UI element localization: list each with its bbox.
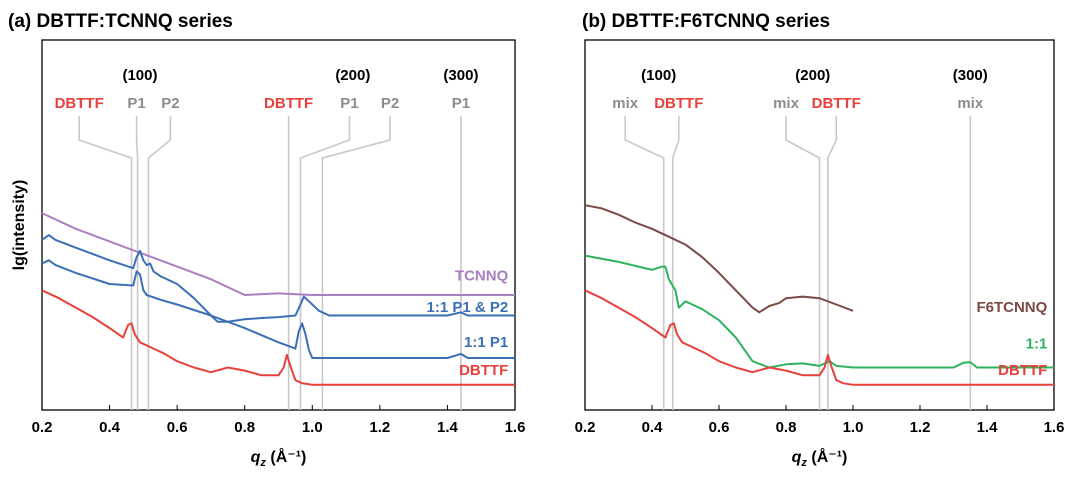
peak-guide-line (147, 116, 172, 410)
series-line (584, 204, 854, 314)
peak-label: mix (957, 95, 984, 112)
x-axis-label-unit: (Å⁻¹) (266, 447, 306, 466)
x-axis-label-q: q (251, 449, 261, 466)
x-tick-label: 1.6 (505, 419, 526, 436)
x-tick-label: 0.2 (32, 419, 53, 436)
series-line (41, 234, 515, 323)
x-tick-label: 1.4 (437, 419, 459, 436)
x-tick-label: 1.0 (843, 419, 864, 436)
order-label: (200) (795, 67, 830, 84)
x-axis-label-q: q (792, 449, 802, 466)
order-label: (100) (641, 67, 676, 84)
series-line (41, 259, 515, 359)
x-axis-label: qz (Å⁻¹) (251, 447, 307, 469)
peak-label: DBTTF (812, 95, 861, 112)
x-tick-label: 0.8 (234, 419, 255, 436)
x-tick-label: 0.6 (709, 419, 730, 436)
y-axis-label: lg(intensity) (11, 180, 28, 271)
series-line (41, 212, 515, 296)
x-tick-label: 1.6 (1044, 419, 1065, 436)
peak-label: mix (612, 95, 639, 112)
peak-label: DBTTF (55, 95, 104, 112)
x-tick-label: 0.4 (642, 419, 664, 436)
series-line (584, 289, 1054, 386)
x-tick-label: 1.2 (369, 419, 390, 436)
peak-guide-line (671, 116, 680, 410)
peak-guide-line (78, 116, 133, 410)
panel-title: (b) DBTTF:F6TCNNQ series (582, 11, 830, 32)
series-label: F6TCNNQ (976, 299, 1047, 316)
peak-label: P2 (381, 95, 399, 112)
series-line (584, 254, 1054, 369)
plot-frame (41, 39, 516, 411)
series-label: DBTTF (998, 362, 1047, 379)
order-label: (100) (122, 67, 157, 84)
peak-label: DBTTF (264, 95, 313, 112)
series-label: 1:1 P1 (464, 334, 508, 351)
x-tick-label: 1.2 (910, 419, 931, 436)
x-axis-label-sub: z (259, 457, 266, 469)
peak-guide-line (785, 116, 821, 410)
peak-label: DBTTF (654, 95, 703, 112)
order-label: (200) (335, 67, 370, 84)
x-axis-label-sub: z (800, 457, 807, 469)
series-label: 1:1 (1026, 335, 1048, 352)
peak-guide-line (624, 116, 665, 410)
x-tick-label: 0.4 (99, 419, 121, 436)
peak-guide-line (321, 116, 391, 410)
x-axis-label: qz (Å⁻¹) (792, 447, 848, 469)
peak-label: mix (773, 95, 800, 112)
x-tick-label: 1.4 (977, 419, 999, 436)
x-tick-label: 0.2 (575, 419, 596, 436)
peak-label: P1 (340, 95, 358, 112)
x-tick-label: 0.6 (167, 419, 188, 436)
order-label: (300) (443, 67, 478, 84)
order-label: (300) (953, 67, 988, 84)
series-line (41, 289, 515, 386)
peak-guide-line (827, 116, 838, 410)
peak-guide-line (135, 116, 139, 410)
series-label: TCNNQ (455, 268, 509, 285)
x-tick-label: 0.8 (776, 419, 797, 436)
chart-panel-b: (b) DBTTF:F6TCNNQ series 0.2 0.4 0.6 0.8 1.0 1… (575, 11, 1065, 469)
series-label: 1:1 P1 & P2 (427, 299, 509, 316)
chart-panel-a: (a) DBTTF:TCNNQ series lg(intensity) 0.2 0.… (8, 11, 525, 469)
peak-guide-line (299, 116, 351, 410)
peak-label: P2 (161, 95, 179, 112)
x-tick-label: 1.0 (302, 419, 323, 436)
x-axis-label-unit: (Å⁻¹) (807, 447, 847, 466)
panel-title: (a) DBTTF:TCNNQ series (8, 11, 233, 32)
peak-label: P1 (127, 95, 145, 112)
peak-label: P1 (452, 95, 470, 112)
series-label: DBTTF (459, 362, 508, 379)
